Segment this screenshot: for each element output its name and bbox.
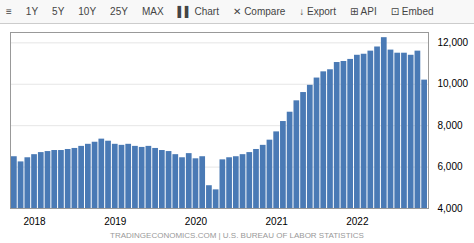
svg-text:2019: 2019 — [104, 216, 127, 227]
svg-text:2022: 2022 — [346, 216, 369, 227]
html-text:▌▌ Chart: ▌▌ Chart — [177, 6, 219, 17]
html-text:⊞ API: ⊞ API — [350, 6, 377, 17]
svg-text:2018: 2018 — [23, 216, 46, 227]
html-text:MAX: MAX — [141, 6, 164, 17]
html-text:↓ Export: ↓ Export — [299, 6, 336, 17]
html-text:⊡ Embed: ⊡ Embed — [390, 6, 434, 17]
svg-text:2021: 2021 — [266, 216, 289, 227]
svg-text:10,000: 10,000 — [438, 78, 469, 89]
svg-text:6,000: 6,000 — [438, 161, 463, 172]
svg-text:4,000: 4,000 — [438, 203, 463, 214]
html-text:25Y: 25Y — [110, 6, 128, 17]
html-text:1Y: 1Y — [25, 6, 39, 17]
html-text:TRADINGECONOMICS.COM | U.S. BU: TRADINGECONOMICS.COM | U.S. BUREAU OF LA… — [110, 231, 364, 240]
html-text:10Y: 10Y — [78, 6, 97, 17]
svg-text:12,000: 12,000 — [438, 37, 469, 48]
svg-text:8,000: 8,000 — [438, 120, 463, 131]
svg-text:2020: 2020 — [185, 216, 208, 227]
html-text:✕ Compare: ✕ Compare — [233, 6, 286, 17]
html-text:5Y: 5Y — [52, 6, 65, 17]
